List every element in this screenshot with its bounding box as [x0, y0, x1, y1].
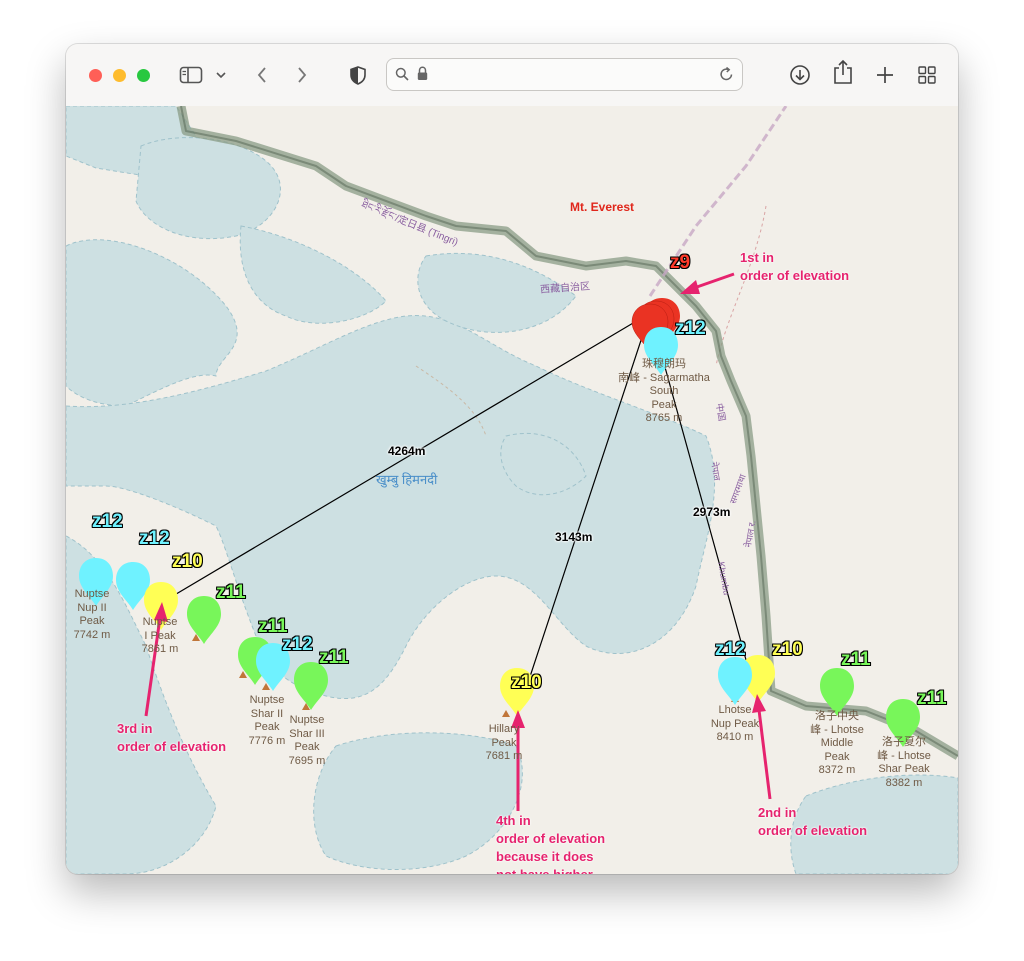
- distance-label-hillary: 3143m: [555, 530, 593, 544]
- zoom-label-nuptse-cyan: z12: [139, 528, 170, 549]
- zoom-label-nup2: z12: [92, 511, 123, 532]
- pin-lhotse-middle: [820, 668, 854, 716]
- peak-label-shar-iii: Nuptse Shar III Peak 7695 m: [288, 714, 326, 767]
- annotation-first: 1st in order of elevation: [740, 250, 850, 283]
- annotation-arrows: [144, 272, 772, 811]
- pin-south-peak: [644, 327, 678, 375]
- annotation-fourth: 4th in order of elevation because it doe…: [496, 813, 606, 874]
- sidebar-icon[interactable]: [178, 63, 204, 87]
- close-window-button[interactable]: [89, 69, 102, 82]
- annotation-third: 3rd in order of elevation: [117, 721, 227, 754]
- pin-green3: [294, 662, 328, 710]
- zoom-label-lhotse-cyan: z12: [715, 639, 746, 660]
- lock-icon: [417, 66, 428, 86]
- pin-lhotse-shar: [886, 699, 920, 747]
- address-bar[interactable]: [386, 58, 743, 91]
- distance-lines: [160, 312, 757, 717]
- tab-overview-icon[interactable]: [916, 63, 938, 87]
- everest-label: Mt. Everest: [570, 200, 635, 214]
- distance-label-lhotse: 2973m: [693, 505, 731, 519]
- annotation-second: 2nd in order of elevation: [758, 805, 868, 838]
- minimize-window-button[interactable]: [113, 69, 126, 82]
- distance-label-nuptse: 4264m: [388, 444, 426, 458]
- zoom-label-green3: z11: [319, 647, 349, 668]
- reload-icon[interactable]: [719, 66, 734, 87]
- map-view[interactable]: Mt. Everest ཐིང་རི་རྫོང་/定日县 (Tingri) 西藏…: [66, 106, 958, 874]
- map-canvas[interactable]: [66, 106, 958, 874]
- share-icon[interactable]: [832, 59, 854, 84]
- peak-label-south: 珠穆朗玛 南峰 - Sagarmatha South Peak 8765 m: [618, 358, 710, 424]
- plus-icon[interactable]: [874, 63, 896, 87]
- peak-label-nuptse-i: Nuptse I Peak 7861 m: [141, 616, 179, 655]
- peak-label-lhotse-middle: 洛子中央 峰 - Lhotse Middle Peak 8372 m: [810, 710, 864, 776]
- pin-hillary: [500, 668, 534, 716]
- peak-label-hillary: Hillary Peak 7681 m: [485, 723, 523, 762]
- pin-shar-cyan: [256, 643, 290, 691]
- zoom-label-shar-cyan: z12: [282, 634, 313, 655]
- zoom-label-green1: z11: [216, 582, 246, 603]
- peak-label-lhotse-nup: Lhotse Nup Peak 8410 m: [710, 704, 760, 743]
- zoom-label-green2: z11: [258, 616, 288, 637]
- shield-icon[interactable]: [348, 63, 368, 87]
- browser-toolbar: [66, 44, 958, 107]
- zoom-label-lhotse-yellow: z10: [772, 639, 803, 660]
- zoom-label-south: z12: [675, 318, 706, 339]
- peak-label-nup-ii: Nuptse Nup II Peak 7742 m: [73, 588, 111, 641]
- zoom-label-lhotse-middle: z11: [841, 649, 871, 670]
- zoom-label-everest: z9: [670, 252, 691, 273]
- zoom-label-nuptse-i: z10: [172, 551, 203, 572]
- browser-window: Mt. Everest ཐིང་རི་རྫོང་/定日县 (Tingri) 西藏…: [66, 44, 958, 874]
- pin-nuptse-cyan: [116, 562, 150, 610]
- peak-label-lhotse-shar: 洛子夏尔 峰 - Lhotse Shar Peak 8382 m: [877, 736, 931, 789]
- pin-nup2: [79, 558, 113, 606]
- pin-green1: [187, 596, 221, 644]
- map-pins[interactable]: [79, 298, 920, 747]
- search-icon: [395, 67, 409, 86]
- zoom-window-button[interactable]: [137, 69, 150, 82]
- forward-icon[interactable]: [292, 63, 312, 87]
- khumbu-glacier-label: खुम्बु हिमनदी: [376, 472, 438, 487]
- zoom-label-hillary: z10: [511, 672, 542, 693]
- download-icon[interactable]: [789, 63, 811, 87]
- chevron-down-icon[interactable]: [214, 63, 228, 87]
- back-icon[interactable]: [252, 63, 272, 87]
- peak-label-shar-ii: Nuptse Shar II Peak 7776 m: [248, 694, 286, 747]
- glacier-areas: [66, 106, 958, 874]
- zoom-label-lhotse-shar: z11: [917, 688, 947, 709]
- pin-lhotse-cyan: [718, 657, 752, 705]
